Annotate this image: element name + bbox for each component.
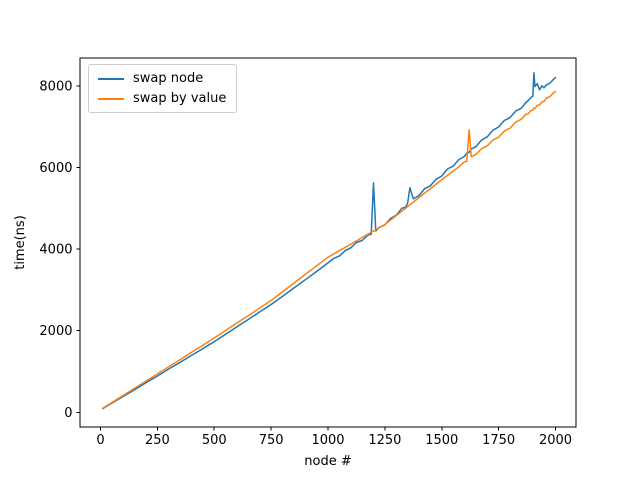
x-tick-label: 1500 [425,433,458,448]
series-line-swap-node [102,71,557,410]
legend-label: swap by value [133,91,227,106]
legend-entry: swap by value [98,91,226,106]
y-tick-label: 6000 [39,161,72,176]
legend-box: swap node swap by value [88,64,238,113]
y-tick-label: 0 [64,406,72,421]
x-tick-label: 500 [202,433,227,448]
legend-line-swatch [98,97,124,100]
y-tick-label: 4000 [39,243,72,258]
y-tick-label: 2000 [39,324,72,339]
x-tick-label: 1250 [368,433,401,448]
legend-line-swatch [98,77,124,80]
legend-label: swap node [133,71,204,86]
y-tick-label: 8000 [39,79,72,94]
x-tick-label: 250 [145,433,170,448]
series-line-swap-by-value [102,90,557,409]
axes-frame [79,57,577,428]
y-axis-label: time(ns) [13,215,28,270]
x-tick-label: 750 [259,433,284,448]
x-tick-label: 2000 [539,433,572,448]
x-tick-label: 1750 [482,433,515,448]
x-axis-label: node # [304,454,351,469]
legend-entry: swap node [98,71,226,86]
x-tick-label: 0 [96,433,104,448]
x-tick-label: 1000 [311,433,344,448]
